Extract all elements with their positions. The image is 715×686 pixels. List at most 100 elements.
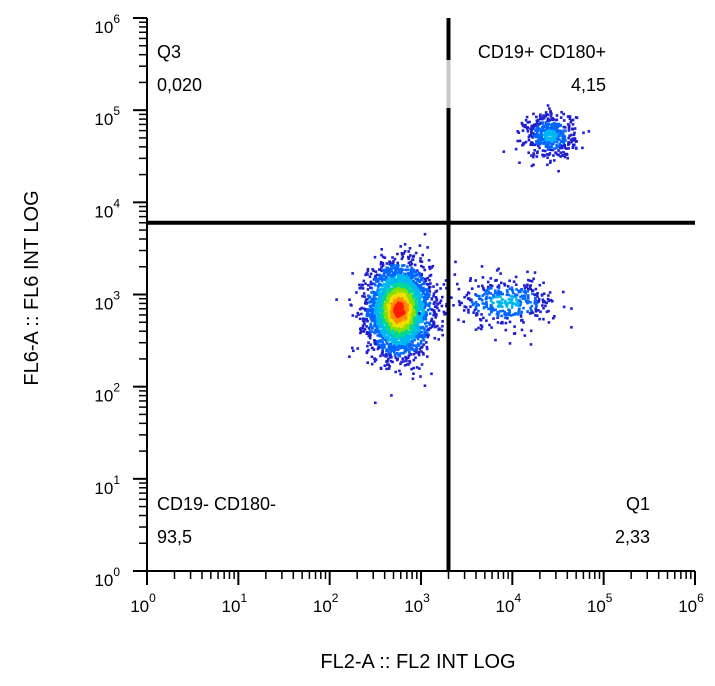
event-dot xyxy=(380,275,384,278)
event-dot xyxy=(481,284,484,288)
event-dot xyxy=(381,338,385,341)
event-dot xyxy=(559,146,562,150)
event-dot xyxy=(373,282,376,285)
event-dot xyxy=(542,317,545,321)
event-dot xyxy=(384,291,388,294)
quadrant-gate-handle[interactable] xyxy=(446,60,451,108)
event-dot xyxy=(355,291,358,294)
event-dot xyxy=(406,289,410,292)
event-dot xyxy=(526,294,530,297)
event-dot xyxy=(415,290,418,294)
event-dot xyxy=(399,279,402,283)
event-dot xyxy=(386,272,389,275)
event-dot xyxy=(571,144,575,147)
event-dot xyxy=(357,313,360,317)
event-dot xyxy=(409,343,413,347)
event-dot xyxy=(399,362,402,366)
event-dot xyxy=(405,359,408,363)
event-dot xyxy=(392,264,396,267)
event-dot xyxy=(364,309,367,312)
event-dot xyxy=(392,342,395,345)
event-dot xyxy=(417,352,420,355)
event-dot xyxy=(388,348,392,351)
event-dot xyxy=(392,343,395,347)
event-dot xyxy=(571,146,575,149)
event-dot xyxy=(432,285,435,288)
event-dot xyxy=(370,297,374,301)
event-dot xyxy=(415,304,419,307)
event-dot xyxy=(531,127,534,131)
event-dot xyxy=(410,346,414,350)
event-dot xyxy=(376,340,379,343)
event-dot xyxy=(564,129,567,133)
event-dot xyxy=(560,140,564,144)
event-dot xyxy=(427,283,430,286)
event-dot xyxy=(457,287,461,291)
event-dot xyxy=(516,139,519,143)
event-dot xyxy=(403,281,406,284)
event-dot xyxy=(404,296,408,299)
event-dot xyxy=(385,311,389,315)
event-dot xyxy=(348,355,351,358)
event-dot xyxy=(489,297,493,300)
event-dot xyxy=(416,290,420,294)
event-dot xyxy=(562,150,565,154)
event-dot xyxy=(496,300,499,304)
event-dot xyxy=(418,284,422,287)
event-dot xyxy=(384,269,387,272)
event-dot xyxy=(381,302,385,305)
event-dot xyxy=(409,297,413,300)
event-dot xyxy=(532,163,535,167)
event-dot xyxy=(553,127,556,131)
event-dot xyxy=(374,297,377,301)
event-dot xyxy=(397,292,401,296)
event-dot xyxy=(368,336,372,340)
event-dot xyxy=(531,155,535,159)
event-dot xyxy=(370,307,374,311)
event-dot xyxy=(413,312,416,315)
event-dot xyxy=(422,311,426,314)
event-dot xyxy=(376,278,380,281)
event-dot xyxy=(383,271,386,275)
event-dot xyxy=(508,311,511,314)
event-dot xyxy=(509,301,512,304)
event-dot xyxy=(371,300,374,304)
event-dot xyxy=(557,129,561,133)
event-dot xyxy=(546,163,549,167)
event-dot xyxy=(533,149,536,152)
event-dot xyxy=(512,313,515,317)
event-dot xyxy=(404,347,407,350)
event-dot xyxy=(407,250,410,253)
event-dot xyxy=(408,247,412,250)
event-dot xyxy=(562,125,566,129)
event-dot xyxy=(425,291,429,294)
event-dot xyxy=(406,314,410,318)
event-dot xyxy=(403,297,406,301)
event-dot xyxy=(390,324,393,328)
event-dot xyxy=(436,302,439,305)
event-dot xyxy=(561,138,565,141)
event-dot xyxy=(377,317,380,321)
event-dot xyxy=(374,277,377,280)
event-dot xyxy=(408,315,411,319)
event-dot xyxy=(386,273,390,277)
event-dot xyxy=(381,341,384,344)
event-dot xyxy=(405,334,409,338)
event-dot xyxy=(383,283,386,286)
event-dot xyxy=(411,326,415,330)
event-dot xyxy=(392,281,395,284)
event-dot xyxy=(373,339,376,342)
event-dot xyxy=(416,342,420,346)
event-dot xyxy=(385,307,388,311)
event-dot xyxy=(423,306,427,309)
event-dot xyxy=(361,327,365,330)
event-dot xyxy=(432,294,435,298)
event-dot xyxy=(501,321,504,325)
event-dot xyxy=(394,266,398,269)
event-dot xyxy=(467,311,470,314)
event-dot xyxy=(463,295,466,299)
event-dot xyxy=(523,284,526,287)
event-dot xyxy=(417,353,421,357)
event-dot xyxy=(555,135,558,139)
y-tick-label: 105 xyxy=(94,104,120,129)
